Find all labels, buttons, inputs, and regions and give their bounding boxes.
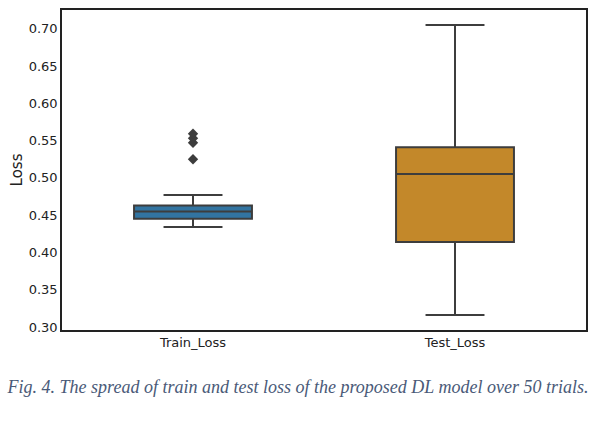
svg-text:0.35: 0.35 [29, 282, 58, 297]
svg-text:0.50: 0.50 [29, 170, 58, 185]
svg-text:0.45: 0.45 [29, 208, 58, 223]
svg-text:0.65: 0.65 [29, 58, 58, 73]
html-text:Fig. 4. The spread of train an: Fig. 4. The spread of train and test los… [7, 377, 589, 397]
svg-text:Test_Loss: Test_Loss [424, 335, 486, 350]
svg-text:0.60: 0.60 [29, 96, 58, 111]
svg-text:0.40: 0.40 [29, 245, 58, 260]
svg-text:Train_Loss: Train_Loss [159, 335, 226, 350]
svg-text:Loss: Loss [8, 153, 26, 186]
svg-text:0.55: 0.55 [29, 133, 58, 148]
svg-text:0.70: 0.70 [29, 21, 58, 36]
svg-text:0.30: 0.30 [29, 320, 58, 335]
